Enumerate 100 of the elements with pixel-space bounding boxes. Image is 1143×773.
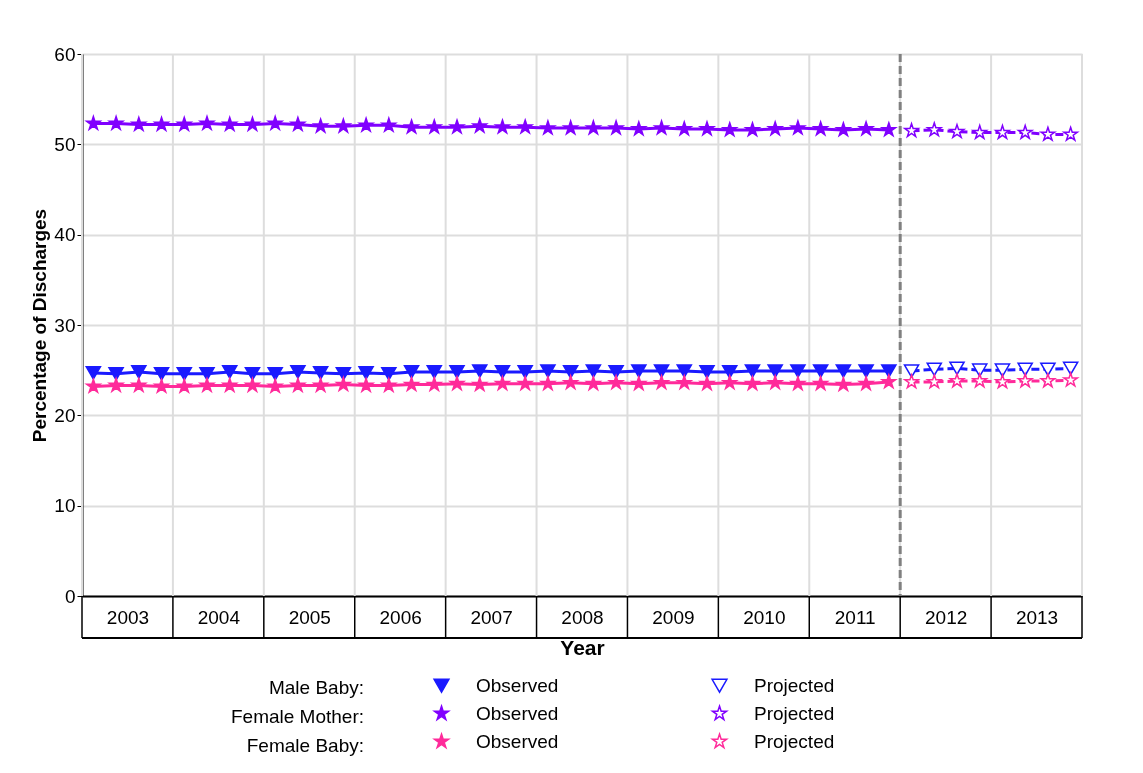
point [994,374,1010,389]
point [699,375,715,391]
point [540,375,556,391]
point [153,366,170,381]
point [154,116,170,131]
point [244,366,261,381]
point [176,366,193,381]
y-tick-label: 10 [54,495,76,517]
point [676,374,692,390]
point [903,364,920,378]
point [108,115,124,131]
point [176,116,192,131]
point [85,115,101,131]
point [222,116,238,131]
y-tick-label: 0 [64,585,76,607]
point [335,118,351,133]
point [881,364,897,378]
point [312,366,329,380]
x-tick-label: 2004 [197,606,241,628]
point [563,374,579,390]
point [85,366,102,380]
point [1063,126,1079,141]
point [699,365,715,379]
y-axis-title: Percentage of Discharges [29,208,51,443]
point [721,365,738,379]
point [1040,362,1056,377]
point [722,122,738,137]
point [562,365,579,379]
point [858,375,874,391]
point [949,373,965,388]
point [813,121,829,136]
point [767,121,783,136]
x-tick-label: 2003 [106,606,150,628]
point [926,362,943,377]
point [494,365,511,379]
point [290,377,306,392]
point [517,375,533,391]
point [199,115,215,131]
point [108,366,124,381]
point [199,377,215,392]
text: Female Baby: [246,735,364,756]
x-tick-label: 2012 [925,606,968,628]
x-tick-label: 2005 [288,606,331,628]
point [631,375,647,391]
point [131,377,147,392]
y-tick-label: 40 [54,224,76,246]
point [471,364,488,378]
text: Male Baby: [268,677,364,698]
point [608,365,624,379]
point [744,364,761,378]
legend-label: Observed [476,730,559,752]
point [972,373,988,388]
legend-label: Projected [754,674,835,696]
point [449,119,465,134]
point [813,375,829,391]
x-tick-label: 2006 [379,606,422,628]
point [790,375,806,391]
point [949,361,965,376]
x-tick-label: 2007 [470,606,513,628]
point [517,365,533,379]
point [631,121,647,136]
point [267,366,283,381]
point [313,118,329,133]
point [221,365,238,379]
point [654,374,670,390]
point [404,119,420,134]
point [904,122,920,138]
point [926,374,942,389]
point [381,366,397,381]
point [790,120,806,135]
point [608,120,624,135]
point [358,117,374,132]
point [426,376,442,392]
point [722,374,738,390]
point [585,375,601,391]
point [494,375,510,391]
point [676,121,692,136]
point [426,365,443,379]
point [744,122,760,137]
point [881,122,897,137]
point [949,123,965,139]
legend-label: Projected [754,702,835,724]
point [971,363,988,378]
point [449,375,465,391]
legend-label: Observed [476,674,559,696]
legend-label: Projected [754,730,835,752]
x-tick-label: 2010 [743,606,786,628]
point [540,120,556,135]
x-tick-label: 2009 [652,606,695,628]
point [358,377,374,392]
point [517,119,533,134]
y-tick-label: 50 [54,133,76,155]
point [585,364,602,378]
point [472,118,488,133]
point [654,120,670,135]
x-tick-label: 2008 [561,606,604,628]
point [176,378,192,393]
point [835,364,852,378]
point [767,374,783,390]
point [404,376,420,392]
